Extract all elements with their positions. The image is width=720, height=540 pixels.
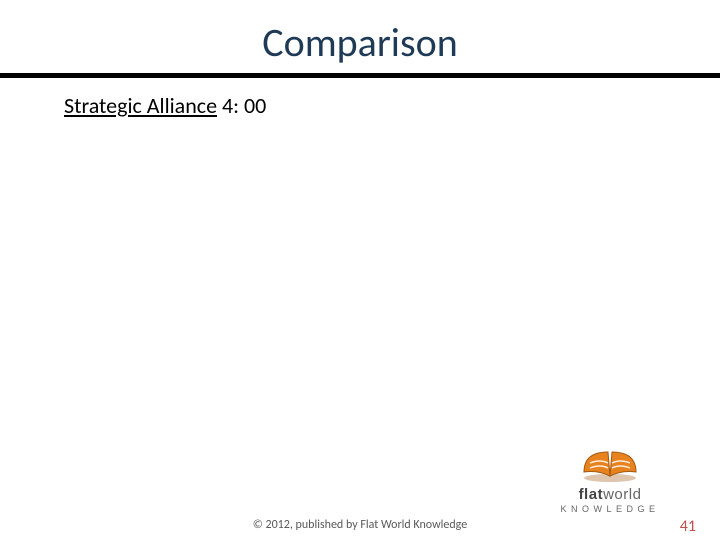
strategic-alliance-link[interactable]: Strategic Alliance [64,92,217,119]
book-icon [578,442,642,484]
logo-flat: flat [579,486,604,503]
logo-brand-text: flatworld [530,486,690,503]
copyright-text: © 2012, published by Flat World Knowledg… [0,518,720,532]
slide: Comparison Strategic Alliance 4: 00 flat… [0,18,720,540]
body-area: Strategic Alliance 4: 00 [0,78,720,119]
logo-subline: KNOWLEDGE [530,504,690,514]
page-number: 41 [680,517,696,536]
duration-text: 4: 00 [217,92,266,119]
logo-world: world [603,486,641,503]
slide-title: Comparison [0,18,720,67]
publisher-logo: flatworld KNOWLEDGE [530,442,690,514]
